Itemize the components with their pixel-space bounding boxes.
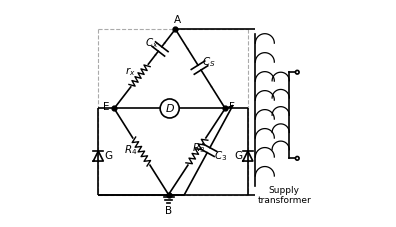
Text: $C_S$: $C_S$ <box>202 55 215 68</box>
Text: $r_x$: $r_x$ <box>125 65 136 78</box>
Text: Supply
transformer: Supply transformer <box>257 185 311 204</box>
Text: G: G <box>234 150 242 160</box>
Text: D: D <box>166 104 174 114</box>
Text: F: F <box>228 102 234 112</box>
Text: $R_3$: $R_3$ <box>192 141 206 154</box>
Text: G: G <box>104 150 112 160</box>
Text: E: E <box>103 102 110 112</box>
Text: $C_x$: $C_x$ <box>145 36 159 50</box>
Text: B: B <box>165 205 172 215</box>
Text: $C_3$: $C_3$ <box>214 148 228 162</box>
Text: $R_4$: $R_4$ <box>124 143 138 156</box>
Text: A: A <box>174 15 181 25</box>
